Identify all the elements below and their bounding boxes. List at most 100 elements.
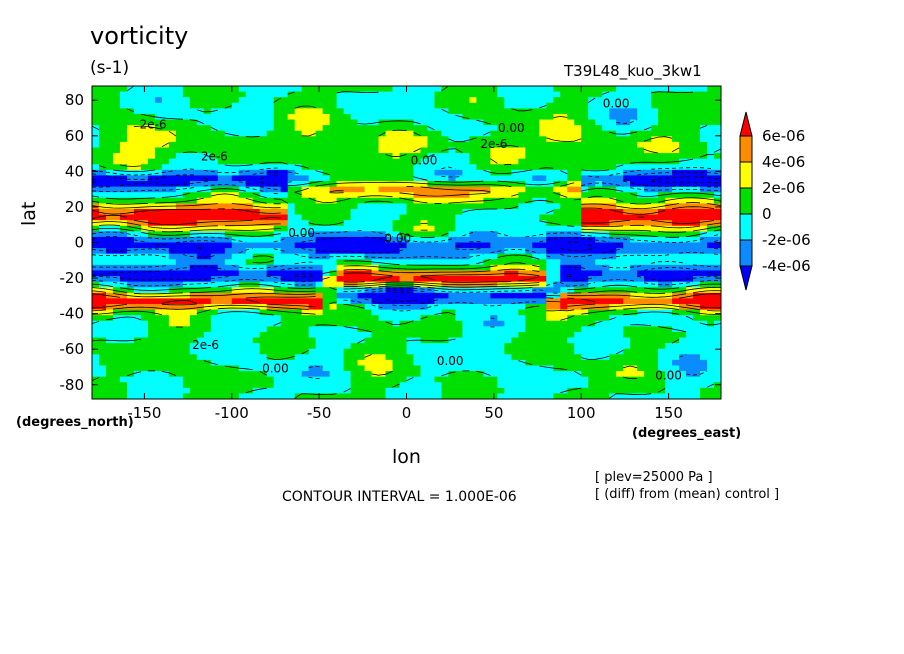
field-cell <box>525 86 533 93</box>
field-cell <box>644 192 652 199</box>
field-cell <box>490 220 498 227</box>
field-cell <box>168 91 177 98</box>
field-cell <box>637 376 645 383</box>
field-cell <box>224 102 233 109</box>
field-cell <box>686 192 694 199</box>
field-cell <box>609 298 617 305</box>
field-cell <box>175 158 184 165</box>
field-cell <box>273 208 282 216</box>
field-cell <box>490 365 498 372</box>
field-cell <box>413 298 422 305</box>
field-cell <box>294 208 303 216</box>
field-cell <box>672 214 680 221</box>
field-cell <box>539 102 547 109</box>
field-cell <box>161 86 170 93</box>
field-cell <box>105 197 114 204</box>
field-cell <box>504 326 512 333</box>
field-cell <box>245 192 254 199</box>
field-cell <box>266 203 275 210</box>
run-name: T39L48_kuo_3kw1 <box>564 62 702 80</box>
field-cell <box>322 376 331 383</box>
field-cell <box>161 337 170 344</box>
field-cell <box>511 343 519 350</box>
field-cell <box>574 197 582 204</box>
field-cell <box>644 320 652 327</box>
field-cell <box>644 354 652 361</box>
field-cell <box>483 276 491 283</box>
field-cell <box>609 259 617 266</box>
field-cell <box>294 214 303 221</box>
field-cell <box>343 158 352 165</box>
field-cell <box>497 113 505 121</box>
field-cell <box>539 382 547 389</box>
contour-interval-text: CONTOUR INTERVAL = 1.000E-06 <box>282 489 517 505</box>
field-cell <box>308 113 317 121</box>
field-cell <box>231 253 240 260</box>
field-cell <box>154 102 163 109</box>
field-cell <box>427 231 436 238</box>
field-cell <box>280 175 289 182</box>
field-cell <box>280 197 289 204</box>
field-cell <box>511 147 519 154</box>
field-cell <box>357 97 366 104</box>
field-cell <box>581 147 589 154</box>
field-cell <box>371 365 380 372</box>
field-cell <box>392 192 401 199</box>
field-cell <box>196 354 205 361</box>
field-cell <box>609 320 617 327</box>
field-cell <box>518 108 526 115</box>
field-cell <box>126 203 135 210</box>
field-cell <box>112 192 121 199</box>
field-cell <box>266 169 275 177</box>
field-cell <box>98 91 107 98</box>
field-cell <box>546 225 554 232</box>
field-cell <box>595 315 603 322</box>
field-cell <box>637 130 645 137</box>
field-cell <box>560 393 568 399</box>
field-cell <box>588 354 596 361</box>
field-cell <box>483 125 491 132</box>
field-cell <box>672 292 680 299</box>
field-cell <box>490 225 498 232</box>
field-cell <box>392 130 401 137</box>
field-cell <box>301 287 310 294</box>
field-cell <box>119 113 128 121</box>
field-cell <box>399 292 408 299</box>
field-cell <box>511 91 519 98</box>
field-cell <box>511 186 519 193</box>
field-cell <box>392 292 401 299</box>
field-cell <box>693 326 701 333</box>
field-cell <box>700 181 708 188</box>
field-cell <box>315 158 324 165</box>
field-cell <box>700 97 708 104</box>
field-cell <box>245 220 254 227</box>
field-cell <box>665 354 673 361</box>
field-cell <box>427 197 436 204</box>
field-cell <box>133 197 142 204</box>
field-cell <box>280 181 289 188</box>
field-cell <box>301 225 310 232</box>
field-cell <box>441 125 450 132</box>
field-cell <box>392 102 401 109</box>
field-cell <box>511 86 519 93</box>
field-cell <box>462 214 470 221</box>
field-cell <box>700 119 708 126</box>
field-cell <box>273 348 282 355</box>
field-cell <box>686 136 694 143</box>
field-cell <box>224 141 233 149</box>
field-cell <box>203 141 212 149</box>
field-cell <box>92 192 100 199</box>
field-cell <box>378 225 387 232</box>
field-cell <box>336 158 345 165</box>
field-cell <box>126 86 135 93</box>
field-cell <box>357 343 366 350</box>
field-cell <box>266 376 275 383</box>
field-cell <box>658 102 666 109</box>
field-cell <box>413 203 422 210</box>
field-cell <box>259 147 268 154</box>
field-cell <box>630 264 638 272</box>
field-cell <box>245 208 254 216</box>
field-cell <box>259 326 268 333</box>
field-cell <box>294 337 303 344</box>
field-cell <box>553 287 561 294</box>
